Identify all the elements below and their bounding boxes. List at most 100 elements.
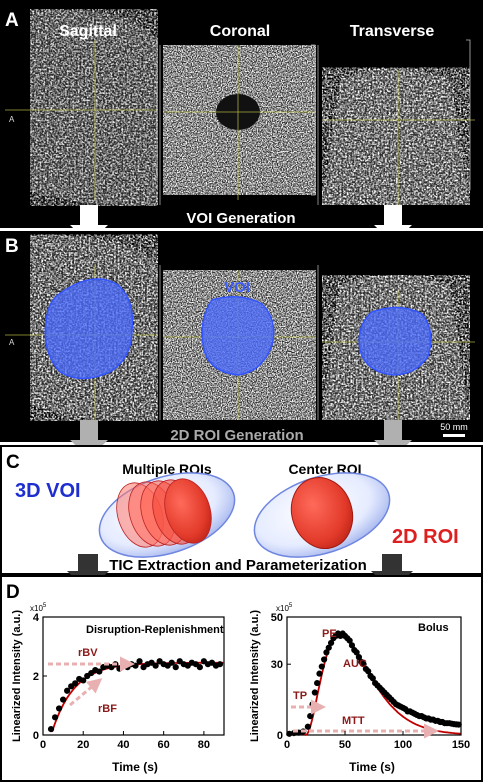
step-2d-roi-generation: 2D ROI Generation	[170, 427, 303, 444]
left-data-point	[168, 659, 175, 666]
right-annot-mtt: MTT	[342, 715, 365, 727]
panel-dividers-b	[159, 265, 319, 420]
left-data-point	[80, 677, 87, 684]
plot-bolus: Bolus PE AUC TP MTT Linearized Intensity…	[249, 603, 470, 774]
left-annot-rbf: rBF	[98, 703, 117, 715]
right-data-point	[321, 656, 328, 663]
left-data-point	[152, 662, 159, 669]
scale-bar-label: 50 mm	[440, 422, 468, 432]
left-ytick-label: 4	[33, 612, 40, 624]
step-tic-extraction: TIC Extraction and Parameterization	[109, 557, 367, 574]
panel-c-frame	[0, 445, 483, 575]
right-data-point	[325, 644, 332, 651]
left-data-point	[136, 658, 143, 665]
ellipsoid-multiple-rois	[98, 472, 236, 558]
side-mark-a-3: R	[323, 115, 329, 124]
right-data-point	[323, 649, 330, 656]
side-mark-b-3: R	[323, 343, 329, 352]
right-annotation-arrows	[291, 699, 439, 739]
us-image-a-coronal	[163, 45, 316, 195]
view-label-transverse: Transverse	[350, 23, 435, 40]
left-data-point	[51, 714, 59, 721]
view-label-coronal: Coronal	[210, 23, 270, 40]
ellipsoid-center-roi	[253, 472, 391, 558]
right-data-points	[286, 630, 462, 737]
right-tick-labels: 0 50 100 150 0 30 50	[271, 612, 470, 751]
right-annot-tp: TP	[293, 690, 307, 702]
right-plot-title: Bolus	[418, 622, 449, 634]
left-tick-labels: 0 20 40 60 80 0 2 4	[33, 612, 210, 751]
right-ytick-label: 50	[271, 612, 283, 624]
left-ytick-label: 2	[33, 671, 39, 683]
right-annot-pe: PE	[322, 628, 337, 640]
plot-disruption-replenishment: Disruption-Replenishment rBV rBF Lineari…	[11, 603, 225, 774]
us-image-a-transverse	[322, 67, 470, 205]
right-xtick-label: 0	[284, 739, 290, 751]
right-data-point	[369, 675, 376, 682]
scale-bar	[443, 434, 465, 437]
left-annotation-arrows	[48, 656, 135, 707]
panel-b-letter: B	[5, 236, 19, 257]
left-xtick-label: 40	[117, 739, 129, 751]
right-xtick-label: 100	[394, 739, 412, 751]
crosshairs-a	[5, 40, 475, 205]
left-exponent: x105	[30, 603, 47, 613]
left-plot-title: Disruption-Replenishment	[86, 624, 224, 636]
left-ylabel: Linearized Intensity (a.u.)	[11, 610, 23, 742]
left-data-point	[64, 687, 71, 694]
voi-overlay-coronal	[201, 296, 275, 376]
right-xlabel: Time (s)	[349, 760, 395, 774]
view-label-sagittal: Sagittal	[59, 23, 117, 40]
right-data-point	[314, 679, 321, 687]
arrow-c-to-d-right	[371, 554, 413, 591]
panel-d-letter: D	[6, 582, 20, 603]
right-xtick-label: 150	[452, 739, 470, 751]
right-data-point	[365, 668, 372, 675]
title-2d-roi: 2D ROI	[392, 526, 459, 548]
right-annot-auc: AUC	[343, 658, 367, 670]
right-xtick-label: 50	[339, 739, 351, 751]
us-image-a-sagittal	[30, 9, 158, 206]
right-data-point	[311, 689, 318, 696]
voi-overlay-sagittal	[44, 278, 134, 380]
panel-dividers-a	[159, 45, 319, 205]
panel-c-letter: C	[6, 452, 20, 473]
right-data-point	[353, 649, 360, 656]
left-xtick-label: 60	[158, 739, 170, 751]
left-data-point	[116, 665, 123, 672]
left-annot-rbv: rBV	[78, 647, 98, 659]
left-data-point	[55, 705, 63, 712]
right-exponent: x105	[276, 603, 293, 613]
right-data-point	[327, 639, 335, 647]
voi-overlay-transverse	[358, 306, 432, 376]
left-plot-frame	[42, 616, 225, 736]
left-xtick-label: 20	[77, 739, 89, 751]
left-data-point	[96, 668, 103, 675]
left-data-point	[72, 680, 79, 687]
left-data-point	[216, 661, 224, 668]
right-data-point	[318, 663, 325, 670]
step-voi-generation: VOI Generation	[186, 210, 295, 227]
left-xtick-label: 0	[40, 739, 46, 751]
depth-brackets-a	[153, 39, 471, 196]
left-ytick-label: 0	[33, 730, 39, 742]
right-data-point	[355, 654, 363, 661]
left-data-point	[172, 664, 179, 671]
right-data-point	[346, 637, 353, 644]
right-data-point	[316, 670, 323, 677]
left-xtick-label: 80	[198, 739, 210, 751]
side-mark-b-2: R	[165, 338, 171, 347]
right-data-point	[455, 721, 462, 728]
right-ytick-label: 0	[277, 730, 283, 742]
side-mark-a-1: A	[9, 115, 15, 124]
voi-label: VOI	[224, 279, 250, 296]
arrow-c-to-d-left	[67, 554, 109, 591]
right-ytick-label: 30	[271, 659, 283, 671]
side-mark-b-1: A	[9, 338, 15, 347]
right-ylabel: Linearized Intensity (a.u.)	[249, 610, 261, 742]
left-data-point	[196, 664, 203, 671]
side-mark-a-2: R	[165, 115, 171, 124]
left-xlabel: Time (s)	[112, 760, 158, 774]
rbf-arrow	[69, 678, 103, 707]
